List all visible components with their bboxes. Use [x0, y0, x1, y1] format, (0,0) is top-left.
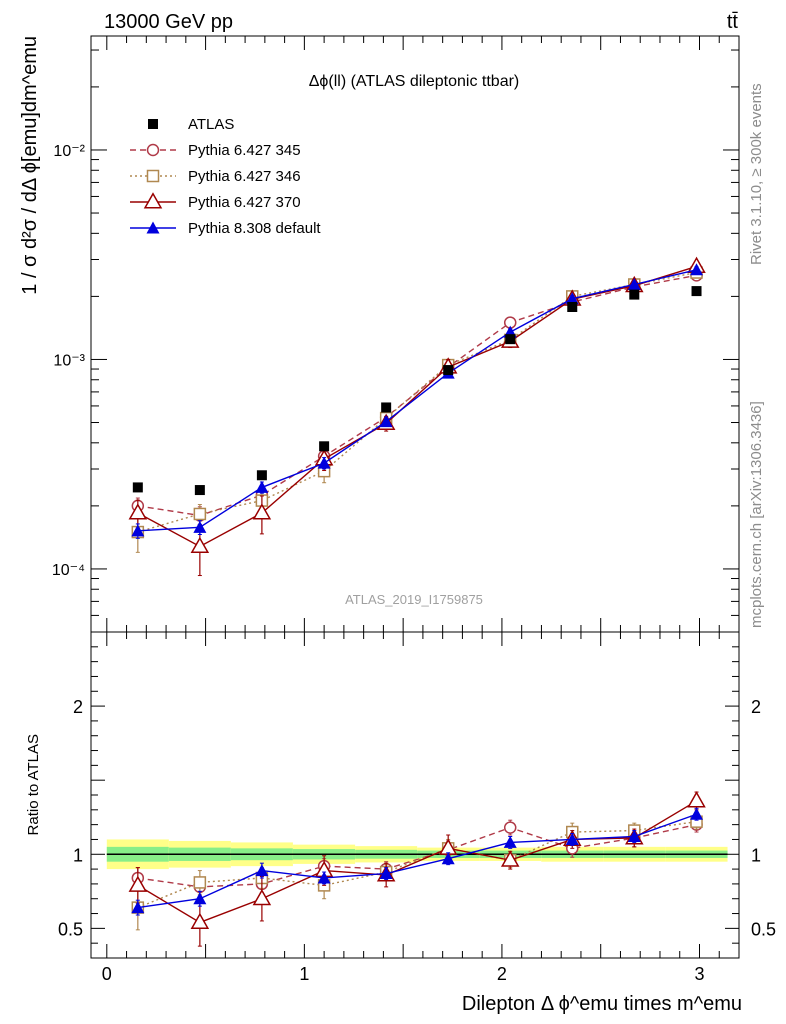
x-tick-label: 0 [102, 964, 112, 984]
legend-marker [146, 143, 160, 157]
ratio-y-tick-label: 2 [73, 697, 83, 717]
legend-item: Pythia 6.427 370 [130, 192, 301, 211]
data-point [443, 365, 454, 376]
data-point [131, 524, 145, 537]
analysis-label: ATLAS_2019_I1759875 [345, 592, 483, 607]
legend-marker [143, 192, 163, 209]
series-line [137, 800, 697, 924]
data-point [193, 876, 207, 889]
x-axis-label: Dilepton Δ ϕ^emu times m^emu [462, 993, 742, 1015]
data-point [252, 503, 272, 520]
data-point [128, 503, 148, 520]
legend: ATLAS Pythia 6.427 345 Pythia 6.427 346 Pyt… [130, 116, 321, 237]
legend-item: ATLAS [148, 116, 234, 133]
series-line [137, 269, 697, 532]
series-line [137, 274, 697, 517]
data-point [690, 263, 704, 276]
series-pythia-6-427-370 [128, 791, 706, 947]
data-point [691, 286, 702, 297]
energy-label: 13000 GeV pp [104, 11, 233, 33]
x-tick-label: 2 [497, 964, 507, 984]
main-plot-title: Δϕ(ll) (ATLAS dileptonic ttbar) [309, 73, 520, 90]
main-series-layer [128, 256, 706, 577]
series-pythia-6-427-346 [131, 813, 703, 931]
data-point [319, 441, 330, 452]
data-point [193, 507, 207, 521]
series-line [137, 265, 697, 548]
legend-item: Pythia 6.427 346 [130, 168, 301, 185]
data-point [629, 289, 640, 300]
series-pythia-8-308-default [131, 807, 704, 916]
ratio-y-tick-label-right: 1 [751, 845, 761, 865]
data-point [565, 292, 579, 305]
data-point [317, 456, 331, 469]
data-point [128, 875, 148, 892]
series-pythia-8-308-default [131, 263, 704, 539]
ratio-axis-ticks: 0 1 2 3 0.5 0.5 1 1 2 2 [58, 631, 776, 984]
data-point [255, 864, 269, 877]
legend-label: Pythia 6.427 346 [188, 168, 301, 185]
data-point [194, 485, 205, 496]
data-point [441, 852, 455, 865]
data-point [131, 901, 145, 914]
data-point [190, 536, 210, 554]
data-point [193, 520, 207, 533]
legend-item: Pythia 6.427 345 [130, 142, 301, 159]
rivet-label: Rivet 3.1.10, ≥ 300k events [748, 83, 765, 265]
data-point [379, 867, 393, 880]
data-point [379, 415, 393, 428]
data-point [687, 791, 706, 808]
ratio-y-tick-label-right: 2 [751, 697, 761, 717]
data-point [255, 480, 269, 493]
ratio-y-tick-label-right: 0.5 [751, 919, 776, 939]
data-point [252, 888, 272, 906]
ratio-series-layer [128, 791, 706, 947]
data-point [690, 807, 704, 820]
ratio-y-axis-label: Ratio to ATLAS [25, 734, 42, 835]
x-tick-label: 3 [694, 964, 704, 984]
main-y-tick-label: 10⁻³ [53, 352, 85, 369]
data-point [505, 334, 516, 345]
data-point [190, 912, 210, 929]
ratio-y-tick-label: 1 [73, 845, 83, 865]
data-point [256, 470, 267, 481]
main-y-tick-label: 10⁻² [53, 143, 85, 160]
legend-label: ATLAS [188, 116, 234, 133]
series-pythia-6-427-370 [128, 256, 706, 577]
legend-label: Pythia 8.308 default [188, 220, 321, 237]
process-label: tt̄ [727, 11, 739, 33]
main-plot: 10⁻⁴ 10⁻³ 10⁻² Δϕ(ll) (ATLAS dileptonic tt… [19, 35, 740, 633]
legend-label: Pythia 6.427 370 [188, 194, 301, 211]
data-point [567, 301, 578, 312]
data-point [193, 892, 207, 905]
ratio-plot-frame [90, 631, 740, 959]
series-line [137, 813, 697, 909]
main-axis-ticks: 10⁻⁴ 10⁻³ 10⁻² [52, 36, 739, 633]
main-y-tick-label: 10⁻⁴ [52, 562, 85, 579]
data-point [317, 871, 331, 884]
data-point [503, 821, 517, 834]
ratio-plot: 0 1 2 3 0.5 0.5 1 1 2 2 Ratio to ATLAS Dilepton Δ… [25, 631, 776, 1015]
data-point [627, 829, 641, 842]
ratio-y-tick-label: 0.5 [58, 919, 83, 939]
legend-marker [146, 221, 160, 234]
data-point [132, 482, 143, 493]
legend-marker [146, 169, 160, 183]
main-y-axis-label: 1 / σ d²σ / dΔ ϕ[emu]dm^emu [19, 36, 41, 295]
legend-label: Pythia 6.427 345 [188, 142, 301, 159]
mcplots-label: mcplots.cern.ch [arXiv:1306.3436] [748, 401, 765, 628]
data-point [503, 835, 517, 848]
x-tick-label: 1 [299, 964, 309, 984]
series-line [137, 271, 697, 533]
data-point [381, 402, 392, 413]
legend-marker [148, 119, 158, 129]
legend-item: Pythia 8.308 default [130, 220, 321, 237]
data-point [627, 277, 641, 290]
series-atlas [132, 286, 702, 496]
data-point [565, 832, 579, 845]
data-point [500, 850, 520, 867]
